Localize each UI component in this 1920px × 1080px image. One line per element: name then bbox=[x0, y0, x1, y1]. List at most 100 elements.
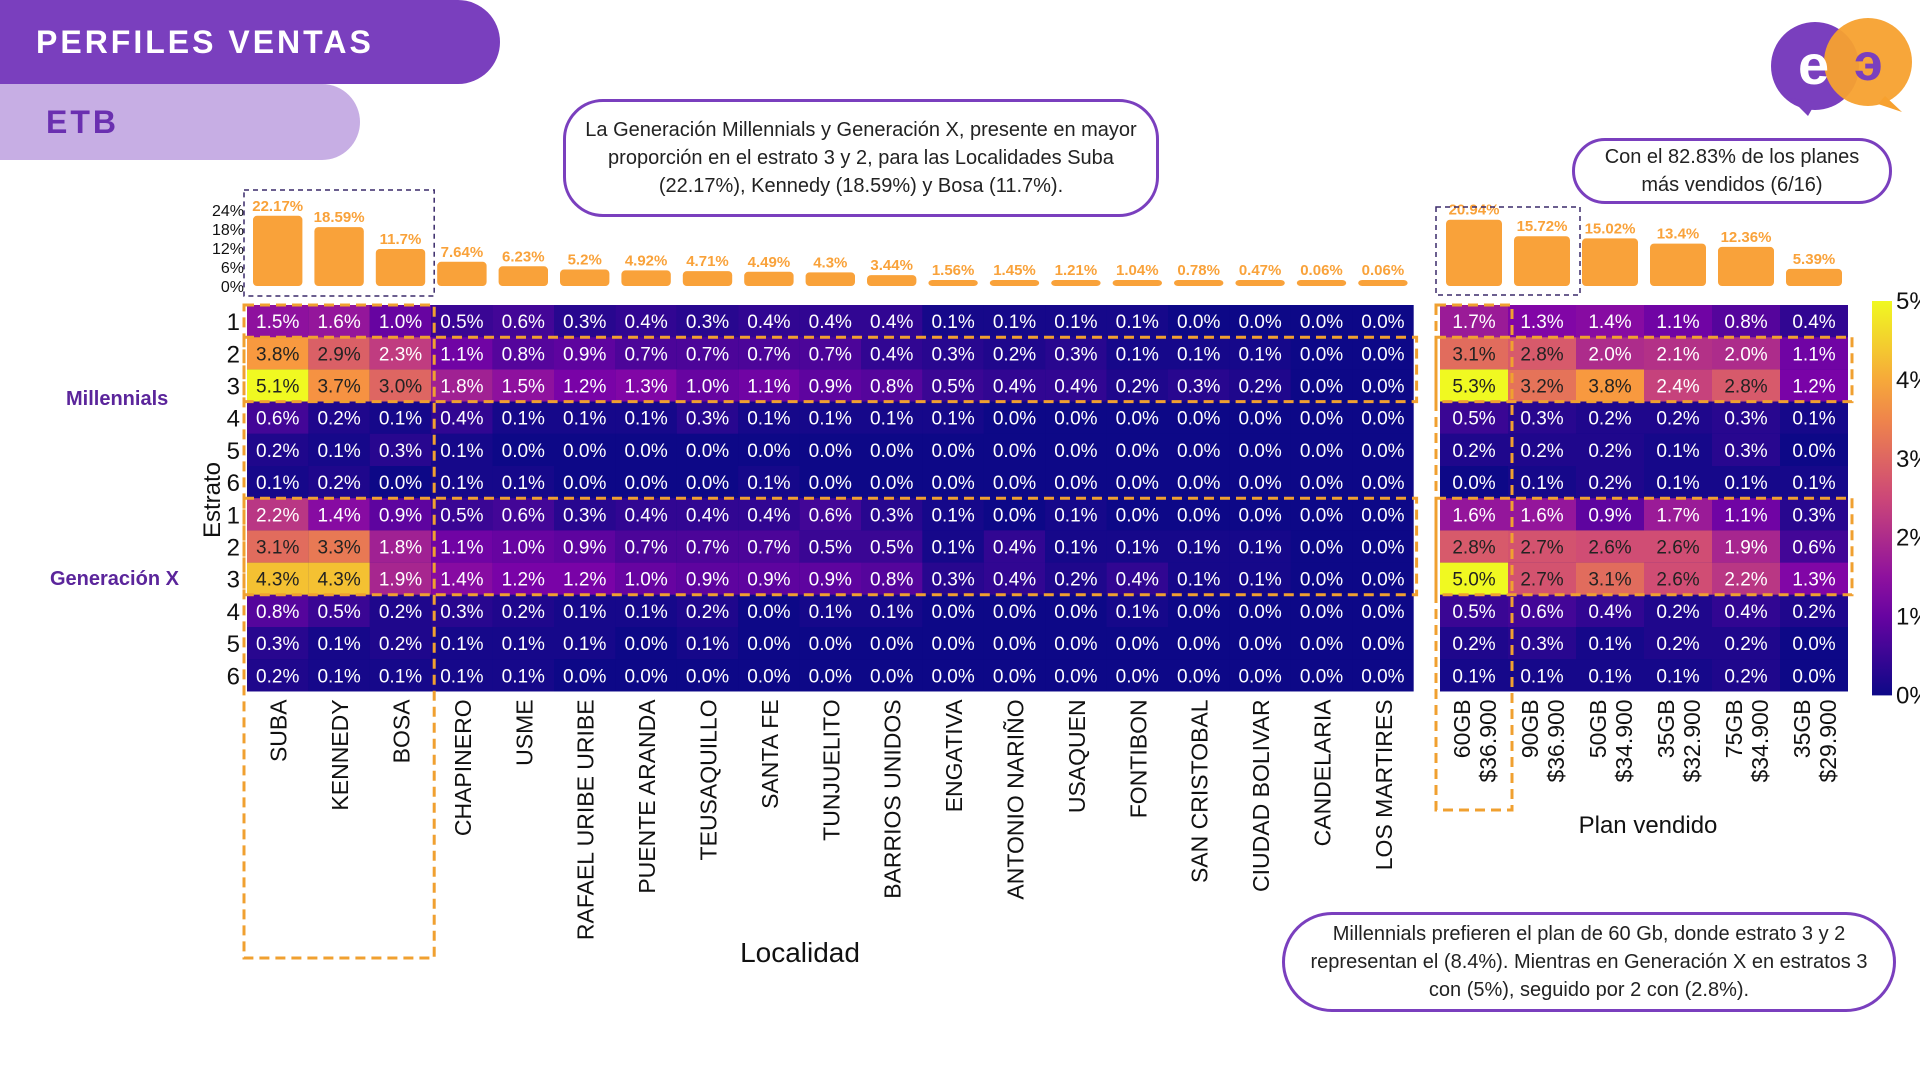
logo-orange-bubble bbox=[1824, 18, 1912, 106]
heatmap-cell bbox=[861, 530, 923, 563]
heatmap-cell bbox=[1352, 498, 1414, 531]
heatmap-cell-label: 2.6% bbox=[1656, 570, 1699, 591]
heatmap-cell-label: 0.0% bbox=[993, 441, 1036, 462]
heatmap-cell-label: 0.0% bbox=[624, 634, 667, 655]
heatmap-cell-label: 0.2% bbox=[1656, 409, 1699, 430]
heatmap-cell bbox=[1045, 369, 1107, 402]
heatmap-cell-label: 2.0% bbox=[1588, 344, 1631, 365]
heatmap-cell-label: 2.2% bbox=[1724, 570, 1767, 591]
heatmap-cell-label: 0.4% bbox=[1116, 570, 1159, 591]
bar-value-label: 0.78% bbox=[1177, 262, 1220, 279]
heatmap-cell-label: 0.4% bbox=[747, 312, 790, 333]
heatmap-cell-label: 0.1% bbox=[1238, 570, 1281, 591]
heatmap-cell bbox=[1440, 305, 1508, 338]
heatmap-cell-label: 0.4% bbox=[870, 312, 913, 333]
heatmap-cell bbox=[738, 337, 800, 370]
heatmap-cell bbox=[1352, 337, 1414, 370]
heatmap-cell-label: 0.0% bbox=[1116, 441, 1159, 462]
heatmap-cell-label: 0.2% bbox=[1054, 570, 1097, 591]
heatmap-cell-label: 0.1% bbox=[502, 473, 545, 494]
heatmap-cell bbox=[1290, 401, 1353, 434]
heatmap-cell-label: 1.8% bbox=[379, 538, 422, 559]
localidad-tick-label: CIUDAD BOLIVAR bbox=[1248, 699, 1274, 892]
heatmap-cell-label: 0.1% bbox=[1238, 344, 1281, 365]
heatmap-cell-label: 0.0% bbox=[1116, 505, 1159, 526]
bar-localidad bbox=[1051, 280, 1101, 286]
heatmap-cell-label: 0.7% bbox=[747, 538, 790, 559]
heatmap-cell-label: 0.0% bbox=[1792, 441, 1835, 462]
heatmap-cell-label: 0.0% bbox=[563, 666, 606, 687]
heatmap-cell bbox=[1106, 466, 1168, 499]
heatmap-cell bbox=[1780, 659, 1848, 692]
bar-localidad bbox=[989, 280, 1040, 286]
heatmap-cell bbox=[1780, 530, 1848, 563]
heatmap-cell-label: 0.0% bbox=[1177, 505, 1220, 526]
heatmap-cell bbox=[554, 433, 616, 466]
heatmap-cell bbox=[861, 466, 923, 499]
heatmap-cell bbox=[615, 530, 677, 563]
localidad-tick-label: SANTA FE bbox=[757, 699, 783, 809]
heatmap-cell bbox=[1712, 530, 1780, 563]
heatmap-cell bbox=[1712, 594, 1780, 627]
heatmap-cell bbox=[1229, 659, 1291, 692]
heatmap-cell bbox=[1508, 627, 1576, 660]
heatmap-cell-label: 0.2% bbox=[1452, 441, 1495, 462]
plan-tick-label: $34.900 bbox=[1611, 699, 1637, 782]
heatmap-cell-label: 0.0% bbox=[1300, 409, 1343, 430]
heatmap-cell-label: 0.4% bbox=[1588, 602, 1631, 623]
heatmap-cell bbox=[1440, 466, 1508, 499]
heatmap-cell bbox=[247, 594, 309, 627]
heatmap-cell-label: 0.3% bbox=[440, 602, 483, 623]
heatmap-cell-label: 0.0% bbox=[1361, 312, 1404, 333]
heatmap-cell bbox=[615, 337, 677, 370]
heatmap-cell-label: 0.5% bbox=[1452, 409, 1495, 430]
heatmap-cell-label: 0.0% bbox=[1300, 473, 1343, 494]
estrato-tick-label: 5 bbox=[227, 631, 240, 658]
heatmap-cell-label: 1.1% bbox=[440, 538, 483, 559]
bar-plan bbox=[1718, 246, 1774, 286]
heatmap-cell bbox=[1576, 433, 1644, 466]
estrato-tick-label: 4 bbox=[227, 406, 240, 433]
heatmap-cell-label: 0.1% bbox=[1588, 634, 1631, 655]
heatmap-cell-label: 0.2% bbox=[379, 602, 422, 623]
heatmap-cell bbox=[1290, 466, 1353, 499]
heatmap-cell bbox=[1644, 369, 1712, 402]
heatmap-cell-label: 0.0% bbox=[686, 666, 729, 687]
heatmap-cell-label: 0.0% bbox=[1116, 666, 1159, 687]
localidad-tick-label: BARRIOS UNIDOS bbox=[880, 699, 906, 898]
heatmap-cell bbox=[247, 305, 309, 338]
bar-y-tick-label: 24% bbox=[212, 203, 244, 220]
heatmap-cell bbox=[1644, 562, 1712, 595]
heatmap-cell bbox=[308, 562, 370, 595]
heatmap-cell bbox=[1644, 659, 1712, 692]
heatmap-cell bbox=[308, 337, 370, 370]
heatmap-cell bbox=[1508, 305, 1576, 338]
heatmap-cell-label: 3.1% bbox=[1452, 344, 1495, 365]
heatmap-cell-label: 0.0% bbox=[1238, 473, 1281, 494]
heatmap-cell bbox=[799, 466, 861, 499]
bar-localidad bbox=[1296, 280, 1347, 286]
bar-value-label: 20.94% bbox=[1449, 202, 1500, 219]
localidad-tick-label: FONTIBON bbox=[1125, 699, 1151, 818]
heatmap-cell bbox=[369, 305, 432, 338]
heatmap-cell bbox=[308, 498, 370, 531]
heatmap-cell bbox=[1229, 337, 1291, 370]
heatmap-cell-label: 2.1% bbox=[1656, 344, 1699, 365]
heatmap-cell bbox=[615, 498, 677, 531]
heatmap-cell bbox=[922, 498, 984, 531]
estrato-tick-label: 6 bbox=[227, 470, 240, 497]
heatmap-cell bbox=[1229, 433, 1291, 466]
heatmap-cell-label: 0.1% bbox=[563, 602, 606, 623]
heatmap-cell-label: 2.7% bbox=[1520, 570, 1563, 591]
heatmap-cell-label: 0.2% bbox=[1520, 441, 1563, 462]
heatmap-cell bbox=[1229, 401, 1291, 434]
bar-value-label: 0.06% bbox=[1362, 262, 1405, 279]
heatmap-cell-label: 0.9% bbox=[1588, 505, 1631, 526]
heatmap-cell bbox=[861, 627, 923, 660]
heatmap-cell bbox=[1352, 627, 1414, 660]
heatmap-cell bbox=[247, 562, 309, 595]
heatmap-cell bbox=[1045, 562, 1107, 595]
heatmap-cell bbox=[1780, 466, 1848, 499]
heatmap-cell-label: 0.1% bbox=[1792, 409, 1835, 430]
bar-localidad bbox=[1358, 280, 1408, 286]
